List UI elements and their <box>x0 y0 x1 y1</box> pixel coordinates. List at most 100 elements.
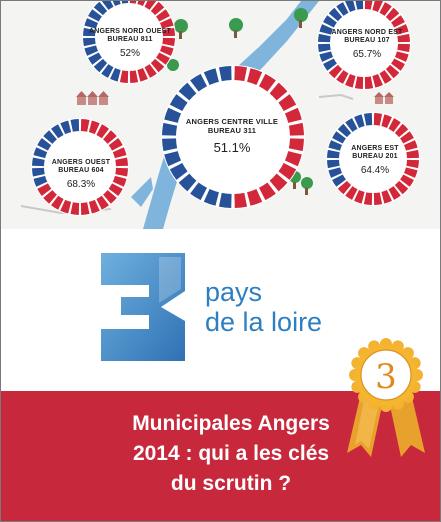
donut-segment <box>234 66 248 82</box>
donut-segment <box>96 195 109 210</box>
donut-percent: 52% <box>119 47 140 59</box>
donut-label-centre-ville: ANGERS CENTRE VILLE BUREAU 311 51.1% <box>182 117 282 156</box>
donut-segment <box>332 131 346 144</box>
donut-segment <box>156 9 170 22</box>
donut-segment <box>115 167 128 177</box>
donut-segment <box>372 73 383 88</box>
donut-segment <box>391 15 405 28</box>
donut-segment <box>80 119 90 132</box>
donut-segment <box>354 76 364 89</box>
donut-segment <box>345 186 358 200</box>
donut-segment <box>190 182 207 201</box>
donut-segment <box>218 192 232 208</box>
rank-number: 3 <box>375 357 397 397</box>
donut-segment <box>381 189 392 204</box>
donut-segment <box>96 124 109 139</box>
donut-segment <box>394 180 409 195</box>
donut-layer <box>31 1 420 216</box>
donut-segment <box>400 174 414 187</box>
donut-segment <box>162 138 178 152</box>
road <box>318 93 354 100</box>
donut-segment <box>51 124 64 139</box>
donut-segment <box>169 163 188 180</box>
donut-segment <box>234 192 248 208</box>
donut-segment <box>84 45 99 56</box>
donut-segment <box>164 107 182 123</box>
donut-segment <box>137 1 146 7</box>
donut-segment <box>33 147 48 159</box>
donut-segment <box>83 27 96 37</box>
donut-segment <box>284 107 302 123</box>
donut-name: ANGERS CENTRE VILLE <box>185 117 279 126</box>
donut-percent: 51.1% <box>213 140 251 155</box>
donut-segment <box>112 1 121 7</box>
donut-segment <box>110 67 121 82</box>
donut-segment <box>162 27 175 37</box>
river-branch <box>131 177 153 207</box>
donut-segment <box>400 131 414 144</box>
donut-name: ANGERS NORD EST <box>331 29 403 36</box>
donut-name: ANGERS OUEST <box>51 159 111 166</box>
donut-segment <box>288 138 304 152</box>
donut-bureau: BUREAU 201 <box>352 153 398 161</box>
donut-bureau: BUREAU 604 <box>58 167 104 175</box>
donut-percent: 68.3% <box>66 178 96 190</box>
article-title[interactable]: Municipales Angers 2014 : qui a les clés… <box>51 409 411 499</box>
title-line-2: 2014 : qui a les clés <box>132 442 330 465</box>
donut-segment <box>203 188 219 206</box>
tree-icon <box>294 8 308 28</box>
donut-segment <box>323 58 337 71</box>
tree-icon <box>174 19 188 39</box>
donut-segment <box>93 58 108 73</box>
donut-segment <box>93 1 108 16</box>
donut-segment <box>278 94 297 111</box>
donut-segment <box>121 1 129 4</box>
donut-ring <box>82 1 176 84</box>
donut-segment <box>318 33 331 43</box>
donut-segment <box>278 163 297 180</box>
donut-segment <box>108 138 123 151</box>
river <box>143 1 319 229</box>
donut-segment <box>218 66 232 82</box>
donut-segment <box>159 18 174 29</box>
donut-segment <box>345 118 358 132</box>
donut-segment <box>373 113 383 126</box>
donut-ring <box>31 118 129 216</box>
donut-segment <box>379 2 392 16</box>
donut-segment <box>354 189 365 204</box>
donut-segment <box>247 188 263 206</box>
donut-segment <box>108 183 123 196</box>
donut-segment <box>103 130 117 144</box>
donut-segment <box>88 9 102 22</box>
donut-label-nord-est: ANGERS NORD EST BUREAU 107 65.7% <box>322 29 412 61</box>
donut-segment <box>385 7 400 22</box>
donut-segment <box>328 140 343 151</box>
donut-segment <box>327 159 340 169</box>
donut-segment <box>144 64 157 78</box>
donut-segment <box>150 1 165 16</box>
donut-segment <box>247 68 263 86</box>
donut-segment <box>385 64 400 79</box>
donut-segment <box>364 76 374 89</box>
donut-segment <box>345 73 356 88</box>
donut-segment <box>150 58 165 73</box>
donut-segment <box>288 122 304 136</box>
tree-icon <box>167 59 179 71</box>
donut-segment <box>112 175 127 187</box>
donut-segment <box>269 82 288 101</box>
donut-segment <box>319 51 334 62</box>
donut-segment <box>381 114 392 129</box>
donut-segment <box>190 73 207 92</box>
donut-segment <box>164 151 182 167</box>
donut-segment <box>32 157 45 167</box>
donut-segment <box>354 114 365 129</box>
donut-segment <box>144 1 157 10</box>
donut-segment <box>83 37 96 47</box>
donut-segment <box>319 24 334 35</box>
title-line-1: Municipales Angers <box>132 412 330 435</box>
donut-segment <box>327 149 340 159</box>
donut-segment <box>70 202 80 215</box>
donut-segment <box>363 192 373 205</box>
donut-percent: 64.4% <box>360 164 390 176</box>
